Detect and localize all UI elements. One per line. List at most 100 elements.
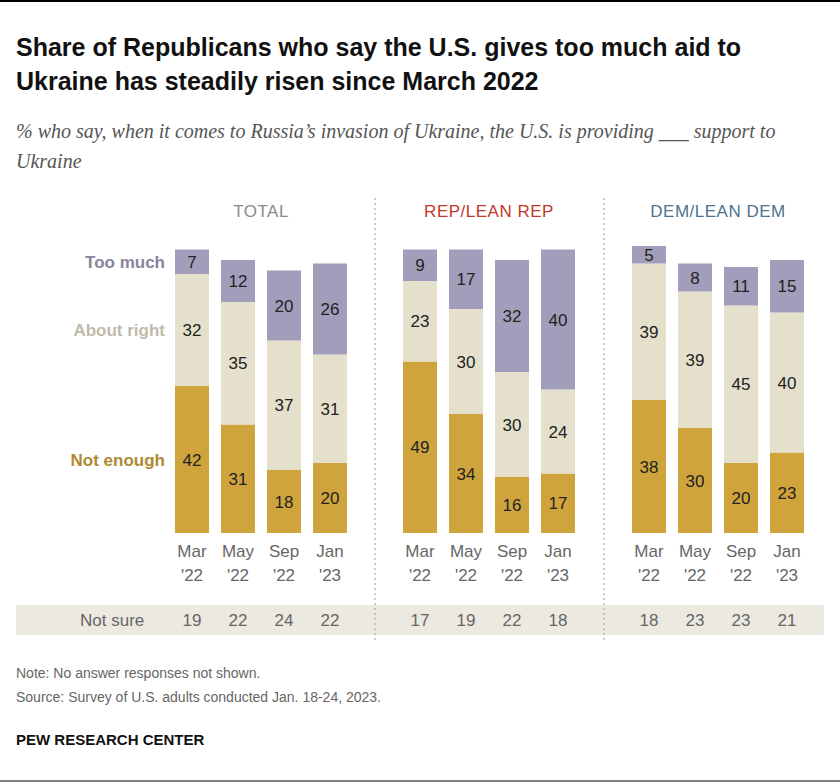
not-sure-value: 18 [549, 611, 568, 630]
bar-segment [632, 400, 666, 533]
category-label: May'22 [679, 542, 712, 585]
bar-segment [541, 250, 575, 390]
data-labels: 3830202339394540581115 [640, 246, 797, 508]
category-label: Mar'22 [634, 542, 664, 585]
bar-segment [403, 362, 437, 534]
data-label: 17 [457, 270, 476, 289]
data-label: 23 [778, 484, 797, 503]
not-sure-value: 21 [778, 611, 797, 630]
data-label: 9 [415, 256, 424, 275]
bar-segment [175, 386, 209, 533]
bar-segment [678, 292, 712, 429]
not-sure-value: 19 [457, 611, 476, 630]
data-label: 30 [457, 353, 476, 372]
data-label: 26 [321, 300, 340, 319]
bars [175, 250, 347, 534]
data-label: 24 [549, 423, 568, 442]
bar-segment [770, 453, 804, 534]
data-label: 31 [321, 400, 340, 419]
bar-segment [724, 267, 758, 306]
not-sure-value: 23 [732, 611, 751, 630]
bar-segment [403, 250, 437, 282]
category-label: Jan'23 [773, 542, 800, 585]
not-sure-value: 24 [275, 611, 294, 630]
legend-label: About right [73, 321, 165, 340]
note: Note: No answer responses not shown. [16, 665, 260, 681]
category-label: Sep'22 [269, 542, 299, 585]
data-label: 20 [275, 297, 294, 316]
bar-segment [175, 250, 209, 275]
data-label: 40 [778, 374, 797, 393]
not-sure-value: 19 [183, 611, 202, 630]
data-label: 8 [690, 269, 699, 288]
data-label: 15 [778, 277, 797, 296]
bar-segment [267, 271, 301, 341]
not-sure-value: 23 [686, 611, 705, 630]
bar-segment [267, 470, 301, 533]
data-label: 37 [275, 396, 294, 415]
data-label: 32 [183, 321, 202, 340]
not-sure-value: 17 [411, 611, 430, 630]
bar-segment [313, 264, 347, 355]
bar-segment [221, 425, 255, 534]
bars [403, 250, 575, 534]
data-label: 30 [686, 472, 705, 491]
data-label: 20 [321, 489, 340, 508]
chart-page: Share of Republicans who say the U.S. gi… [0, 0, 840, 784]
data-label: 34 [457, 465, 476, 484]
legend-label: Too much [85, 253, 165, 272]
bar-segment [449, 250, 483, 310]
bottom-rule [0, 781, 840, 782]
bar-segment [313, 355, 347, 464]
data-label: 38 [640, 458, 659, 477]
bar-segment [678, 264, 712, 292]
bar-segment [267, 341, 301, 471]
not-sure-value: 22 [321, 611, 340, 630]
panel-separator [375, 198, 376, 640]
panel-title: DEM/LEAN DEM [650, 202, 785, 221]
bar-segment [724, 306, 758, 464]
panel-title: REP/LEAN REP [424, 202, 554, 221]
category-label: Jan'23 [316, 542, 343, 585]
not-sure-band [16, 605, 824, 635]
data-label: 16 [503, 496, 522, 515]
bar-segment [313, 463, 347, 533]
bar-segment [449, 309, 483, 414]
data-label: 42 [183, 451, 202, 470]
bars [632, 246, 804, 533]
bar-segment [175, 274, 209, 386]
bar-segment [221, 260, 255, 302]
data-label: 11 [732, 277, 750, 296]
category-label: Mar'22 [405, 542, 435, 585]
panel-title: TOTAL [233, 202, 289, 221]
data-label: 39 [686, 351, 705, 370]
category-label: Sep'22 [726, 542, 756, 585]
legend-label: Not enough [71, 451, 165, 470]
data-label: 31 [229, 470, 248, 489]
bar-segment [541, 390, 575, 474]
bar-segment [495, 372, 529, 477]
title: Share of Republicans who say the U.S. gi… [16, 33, 741, 95]
data-label: 32 [503, 307, 522, 326]
not-sure-value: 22 [229, 611, 248, 630]
top-rule [0, 0, 840, 2]
bar-segment [495, 477, 529, 533]
bar-segment [541, 474, 575, 534]
bar-segment [495, 260, 529, 372]
data-label: 40 [549, 311, 568, 330]
bar-segment [449, 414, 483, 533]
data-label: 7 [187, 253, 196, 272]
panel-separator [604, 198, 605, 640]
data-labels: 49341617233030249173240 [411, 256, 568, 515]
category-label: Sep'22 [497, 542, 527, 585]
data-label: 12 [229, 272, 248, 291]
data-label: 39 [640, 323, 659, 342]
bar-segment [678, 428, 712, 533]
data-label: 5 [644, 246, 653, 265]
data-label: 17 [549, 494, 568, 513]
subtitle: % who say, when it comes to Russia’s inv… [16, 120, 775, 172]
category-label: Jan'23 [544, 542, 571, 585]
data-labels: 42 31 18 20 32 35 37 31 7 12 20 26 [183, 253, 340, 512]
data-label: 18 [275, 493, 294, 512]
data-label: 35 [229, 354, 248, 373]
